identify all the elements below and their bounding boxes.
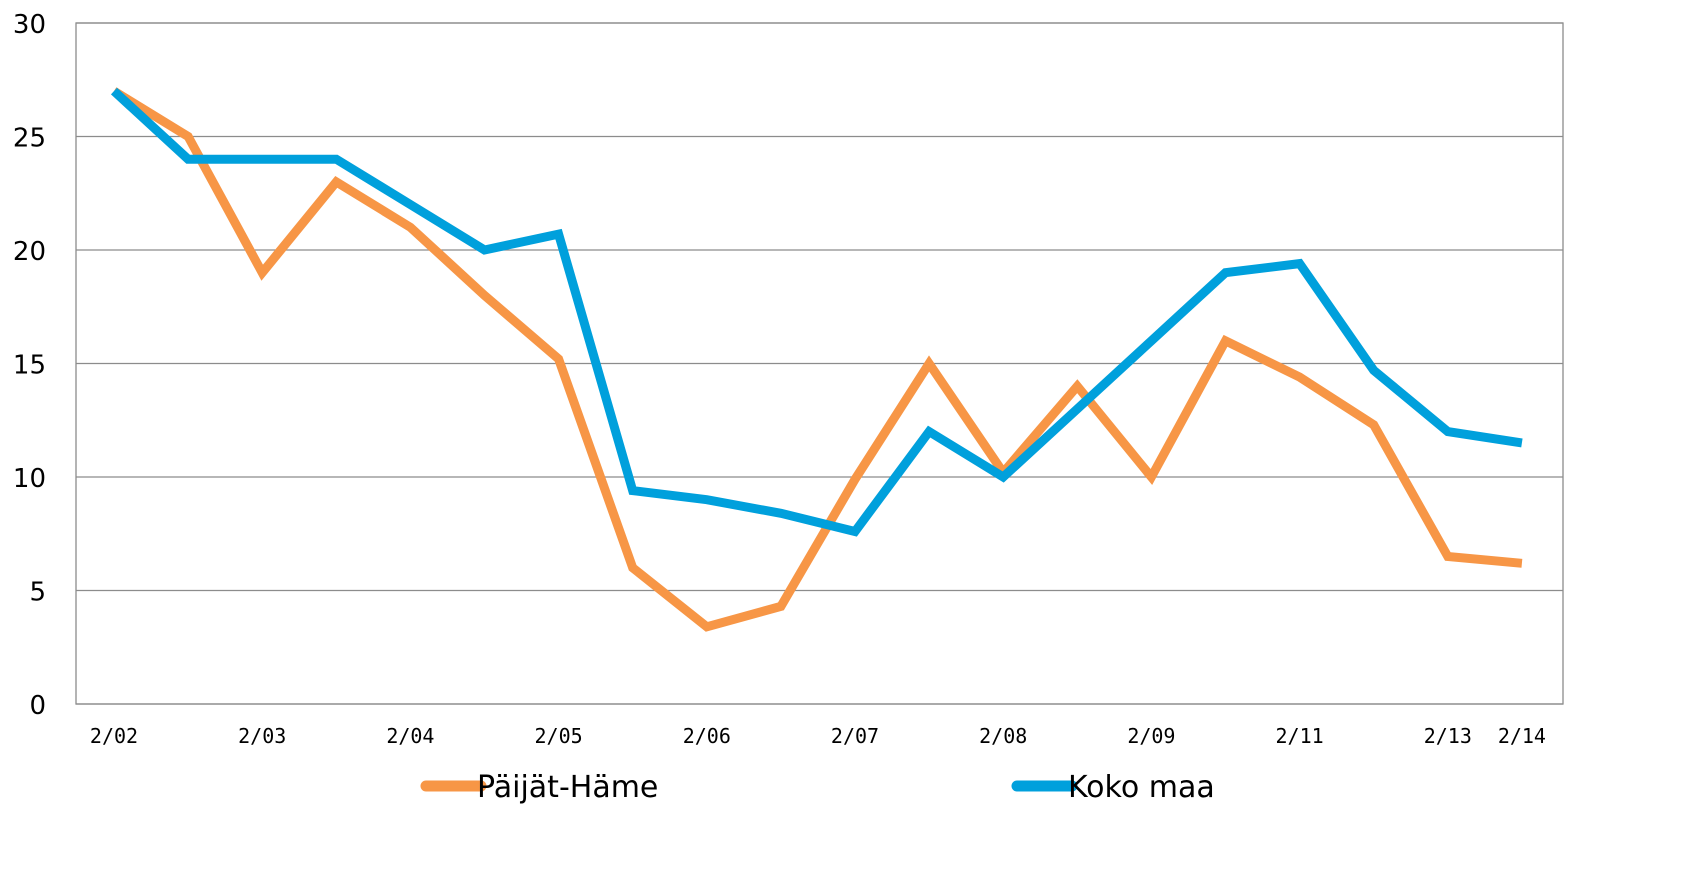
- y-tick-label: 25: [13, 124, 46, 154]
- y-tick-label: 5: [29, 578, 46, 608]
- legend-label-paijat-hame: Päijät-Häme: [477, 770, 658, 805]
- series-line-paijat-hame: [111, 87, 1523, 632]
- series-lines: [110, 87, 1523, 632]
- y-tick-label: 10: [13, 464, 46, 494]
- grid: [76, 22, 1563, 705]
- y-tick-label: 20: [13, 237, 46, 267]
- x-tick-label: 2/06: [683, 724, 731, 748]
- x-tick-label: 2/02: [90, 724, 138, 748]
- y-tick-label: 0: [29, 691, 46, 721]
- x-axis-ticks: 2/02 2/03 2/04 2/05 2/06 2/07 2/08 2/09 2/11 2/13…: [90, 724, 1546, 748]
- x-tick-label: 2/11: [1276, 724, 1324, 748]
- x-tick-label: 2/07: [831, 724, 879, 748]
- legend: Päijät-Häme Koko maa: [420, 770, 1215, 805]
- y-axis-ticks: 0 5 10 15 20 25 30: [13, 10, 46, 721]
- series-line-koko-maa: [110, 87, 1523, 537]
- y-tick-label: 15: [13, 351, 46, 381]
- x-tick-label: 2/05: [535, 724, 583, 748]
- y-tick-label: 30: [13, 10, 46, 40]
- x-tick-label: 2/03: [238, 724, 286, 748]
- x-tick-label: 2/08: [979, 724, 1027, 748]
- x-tick-label: 2/14: [1498, 724, 1546, 748]
- x-tick-label: 2/04: [386, 724, 434, 748]
- plot-area-frame: [75, 22, 1564, 705]
- x-tick-label: 2/13: [1424, 724, 1472, 748]
- x-tick-label: 2/09: [1127, 724, 1175, 748]
- legend-label-koko-maa: Koko maa: [1068, 770, 1215, 805]
